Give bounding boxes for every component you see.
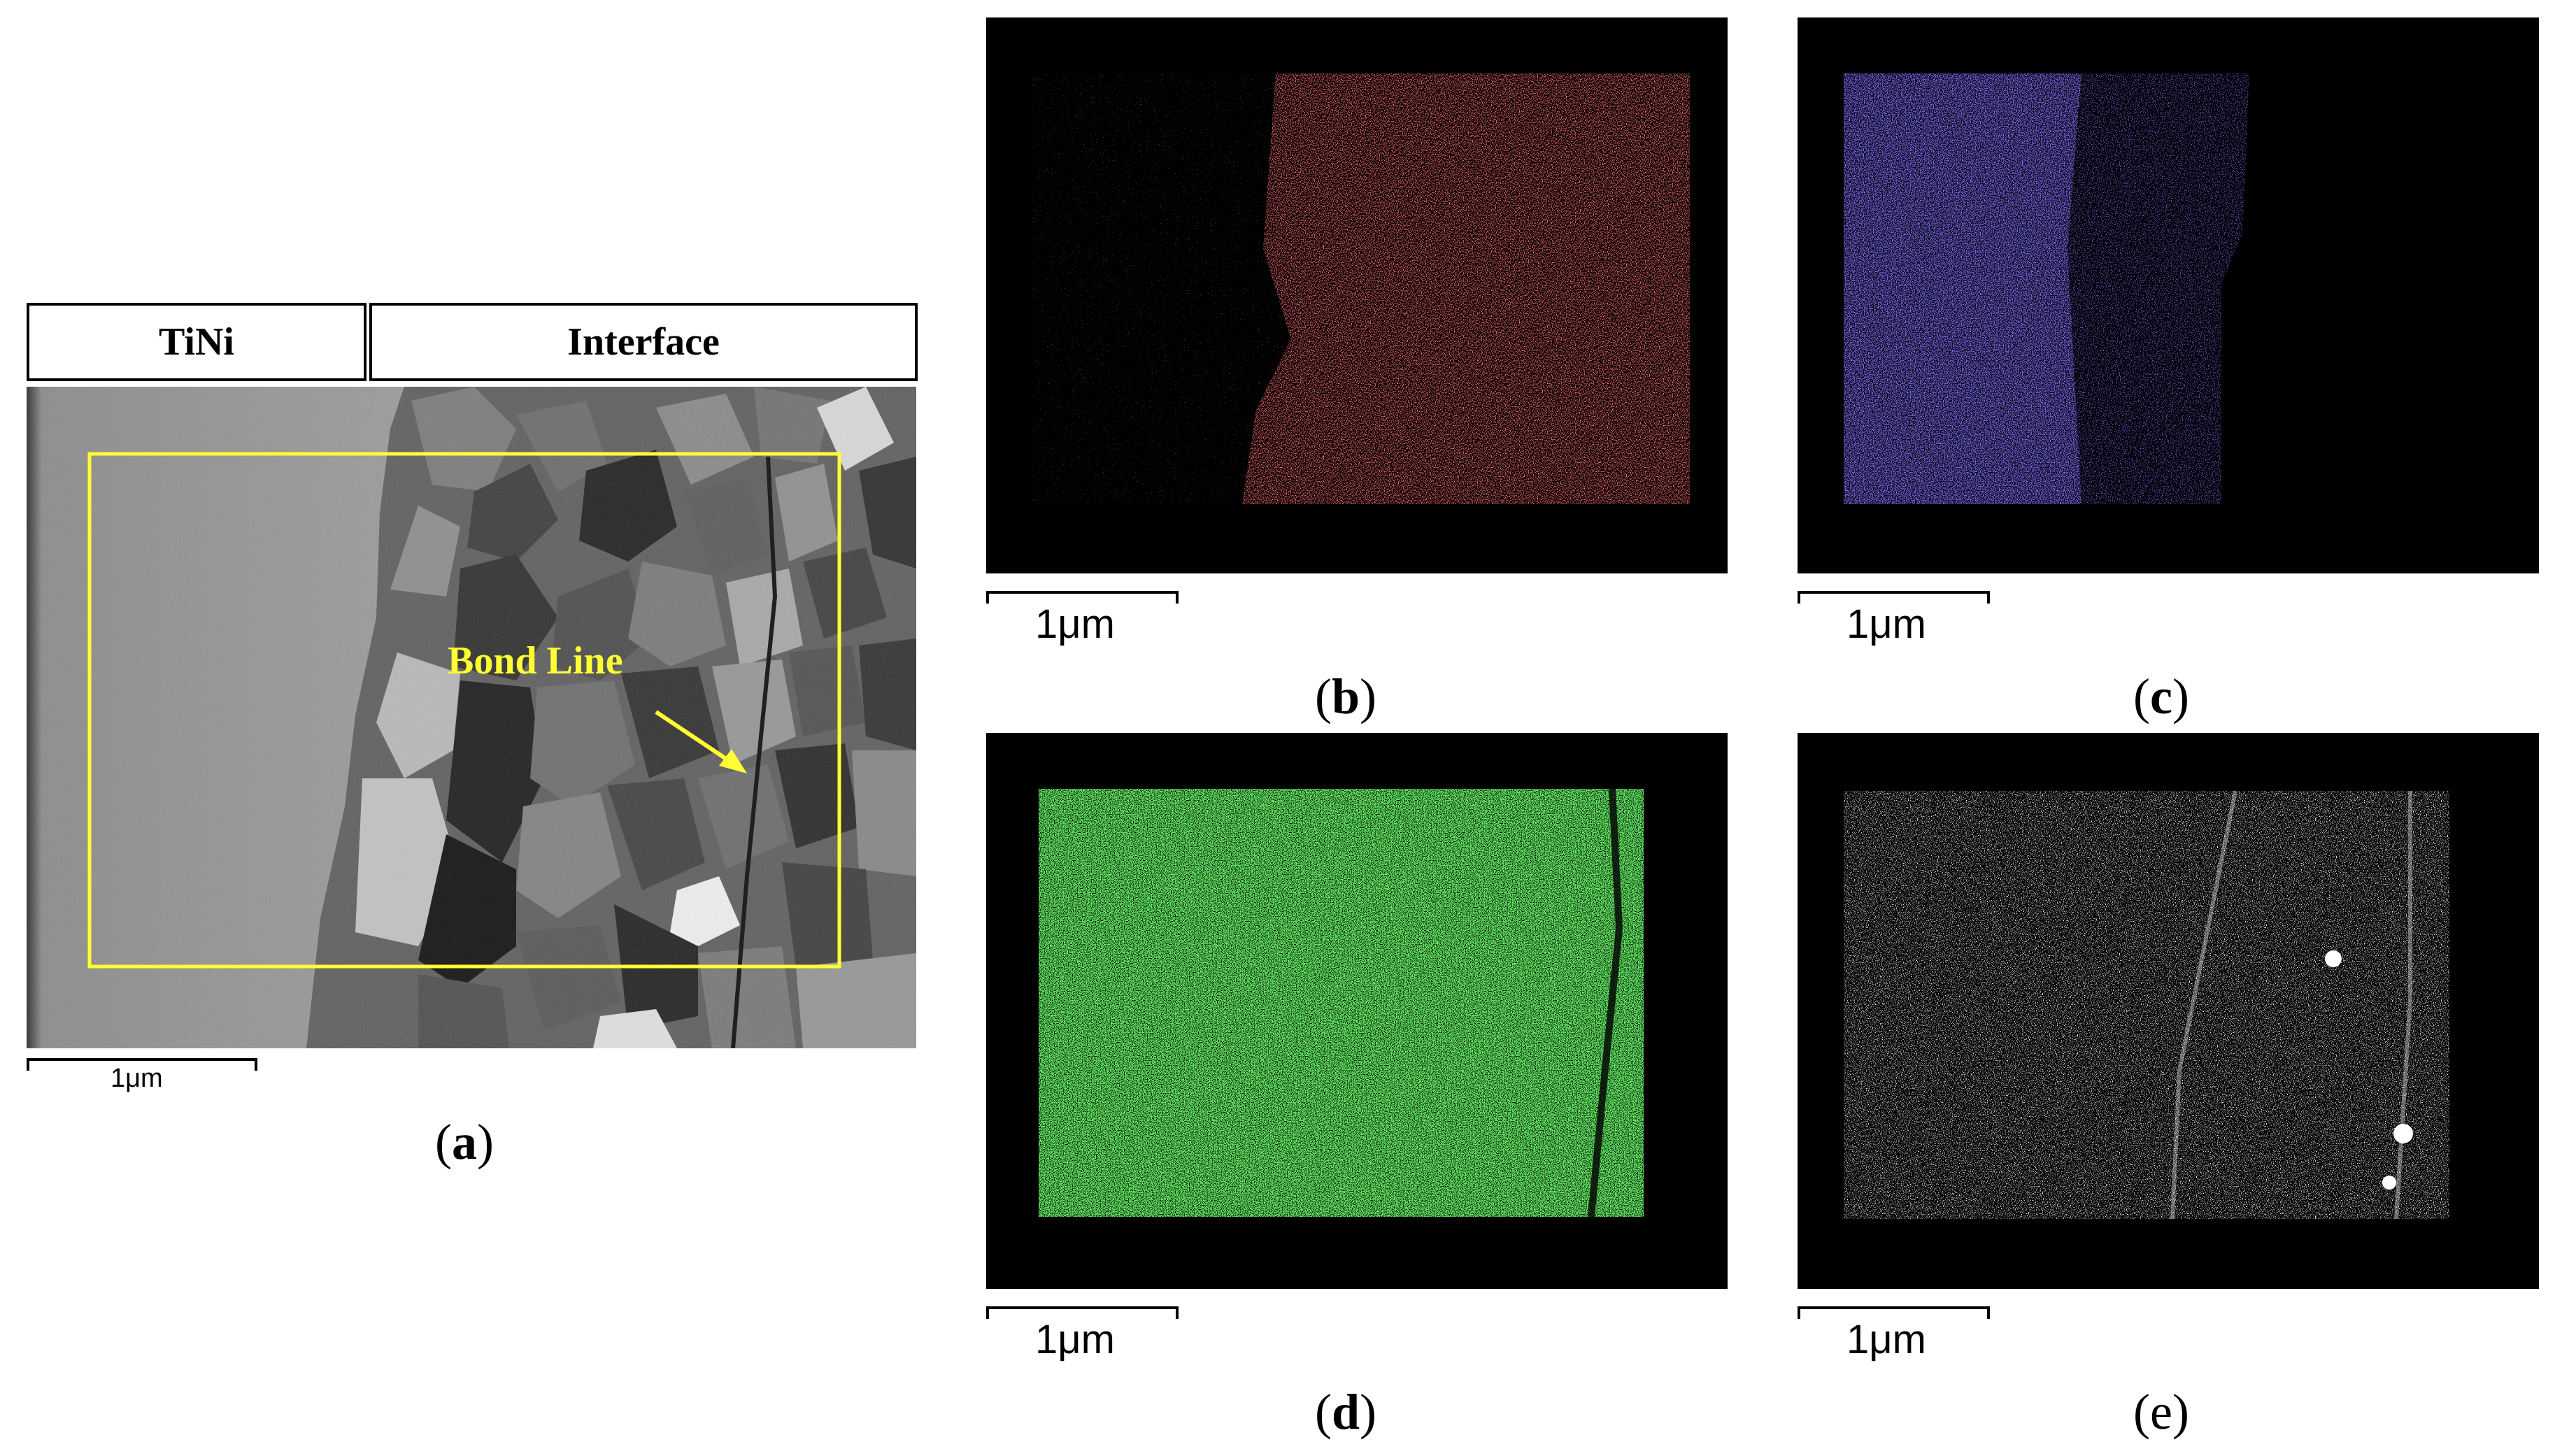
- scale-bar-b: 1μm: [986, 591, 1179, 647]
- header-tini: TiNi: [27, 303, 366, 381]
- scale-bar-a-label: 1μm: [111, 1064, 163, 1093]
- bond-line-arrow: [655, 710, 736, 766]
- caption-a: (a): [435, 1114, 494, 1170]
- caption-c: (c): [2133, 669, 2189, 725]
- sem-image: [27, 387, 916, 1049]
- eds-map-d: [986, 733, 1728, 1289]
- caption-d: (d): [1315, 1384, 1377, 1440]
- caption-b: (b): [1315, 669, 1377, 725]
- scale-bar-e-label: 1μm: [1846, 1317, 1926, 1362]
- roi-box: [87, 452, 841, 969]
- scale-bar-b-label: 1μm: [1035, 601, 1115, 647]
- caption-e: (e): [2133, 1384, 2189, 1440]
- header-interface: Interface: [369, 303, 918, 381]
- eds-map-e: [1798, 733, 2539, 1289]
- sem-micrograph: Bond Line: [27, 387, 916, 1049]
- scale-bar-d: 1μm: [986, 1306, 1179, 1362]
- bond-line-label: Bond Line: [448, 639, 623, 683]
- header-interface-label: Interface: [567, 320, 720, 364]
- scale-bar-c-label: 1μm: [1846, 601, 1926, 647]
- eds-map-c: [1798, 17, 2539, 573]
- eds-map-b: [986, 17, 1728, 573]
- scale-bar-e: 1μm: [1798, 1306, 1990, 1362]
- scale-bar-c: 1μm: [1798, 591, 1990, 647]
- header-tini-label: TiNi: [159, 320, 234, 364]
- scale-bar-a: 1μm: [27, 1058, 257, 1100]
- scale-bar-d-label: 1μm: [1035, 1317, 1115, 1362]
